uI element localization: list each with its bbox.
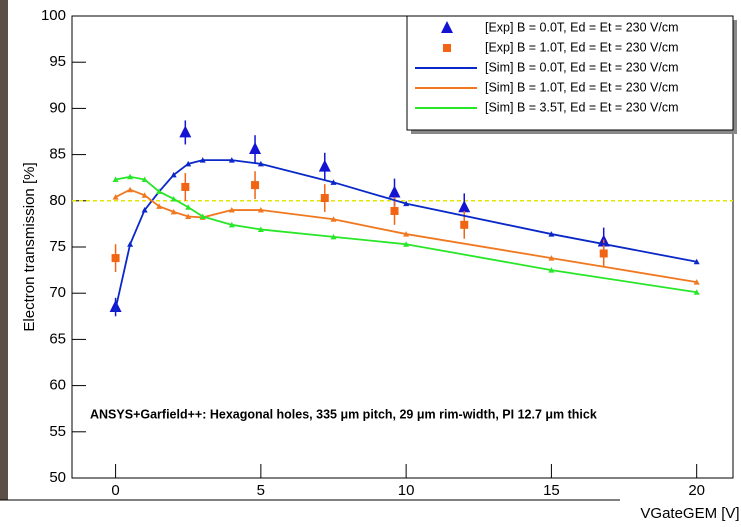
data-point [458,200,470,212]
photo-edge [0,0,8,500]
data-point [251,181,259,189]
x-tick-label: 5 [257,482,265,499]
legend-label: [Sim] B = 3.5T, Ed = Et = 230 V/cm [485,100,679,114]
legend-label: [Sim] B = 0.0T, Ed = Et = 230 V/cm [485,60,679,74]
x-tick-label: 0 [111,482,119,499]
data-point [460,221,468,229]
data-point [181,183,189,191]
legend-label: [Exp] B = 1.0T, Ed = Et = 230 V/cm [485,40,679,54]
data-point [319,160,331,172]
page: {"chart_data": {"type": "line", "y_label… [0,0,741,527]
y-tick-label: 70 [49,284,66,301]
data-point [321,194,329,202]
y-tick-label: 100 [41,7,66,24]
y-tick-label: 75 [49,238,66,255]
x-tick-label: 10 [398,482,415,499]
y-tick-label: 85 [49,146,66,163]
y-tick-label: 60 [49,377,66,394]
x-tick-label: 15 [543,482,560,499]
legend-label: [Exp] B = 0.0T, Ed = Et = 230 V/cm [485,20,679,34]
data-point [249,142,261,154]
sim-point [127,241,133,247]
y-tick-label: 95 [49,53,66,70]
legend-label: [Sim] B = 1.0T, Ed = Et = 230 V/cm [485,80,679,94]
legend-swatch [443,44,451,52]
sim-point [127,187,133,193]
y-axis-label: Electron transmission [%] [21,162,38,331]
y-tick-label: 80 [49,192,66,209]
data-point [600,249,608,257]
x-tick-label: 20 [688,482,705,499]
data-point [112,254,120,262]
x-axis-label: VGateGEM [V] [640,505,739,522]
y-tick-label: 55 [49,423,66,440]
y-tick-label: 65 [49,330,66,347]
annotation: ANSYS+Garfield++: Hexagonal holes, 335 μ… [90,407,597,421]
y-tick-label: 90 [49,99,66,116]
chart: Electron transmission [%] VGateGEM [V] A… [0,0,741,527]
data-point [389,185,401,197]
y-tick-label: 50 [49,469,66,486]
data-point [391,207,399,215]
data-point [179,125,191,137]
